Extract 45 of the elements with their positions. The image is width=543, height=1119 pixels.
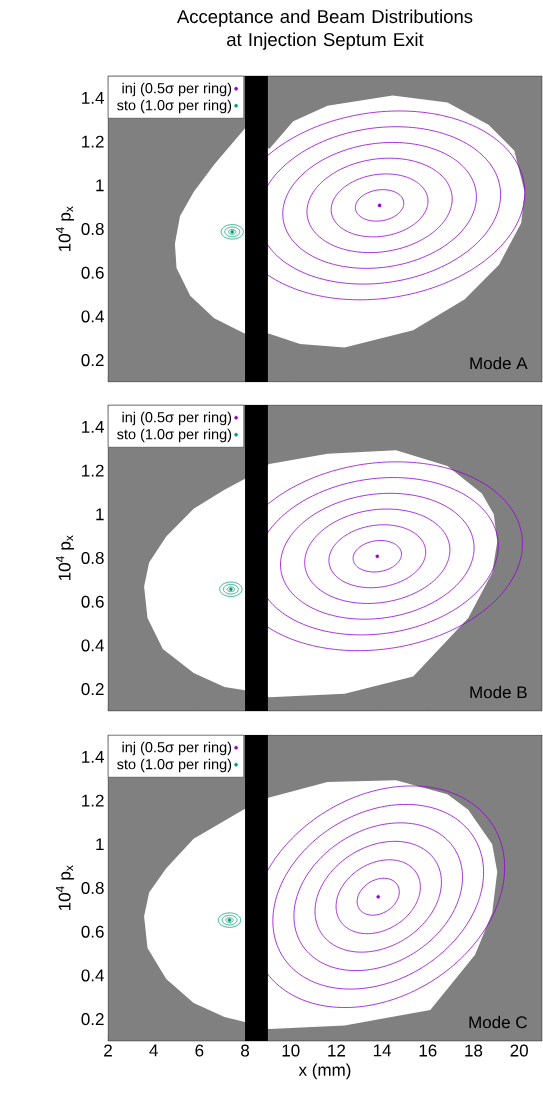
y-tick-label: 0.4: [81, 639, 104, 652]
y-axis-title: 10$^{4}$ p$_{x}$: [55, 865, 74, 911]
y-tick-label: 1: [96, 838, 104, 851]
x-tick-label: 8: [241, 1044, 250, 1057]
y-tick-label: 0.2: [81, 683, 104, 696]
x-tick-label: 12: [328, 1044, 346, 1057]
y-tick-label: 0.8: [81, 881, 104, 895]
legend-label: sto (1.0σ per ring): [117, 428, 232, 443]
legend-label: inj (0.5σ per ring): [122, 82, 232, 97]
y-tick-label: 0.6: [81, 595, 104, 608]
annotation: Mode B: [470, 685, 527, 699]
y-tick-label: 0.6: [81, 266, 104, 279]
y-tick-label: 0.8: [81, 222, 104, 236]
y-tick-label: 0.2: [81, 354, 104, 367]
y-tick-label: 1.4: [82, 751, 104, 763]
annotation: Mode A: [470, 356, 528, 370]
y-tick-label: 1.4: [82, 421, 104, 433]
y-axis-title: 10$^{4}$ p$_{x}$: [55, 206, 74, 252]
y-tick-label: 0.6: [81, 925, 104, 938]
x-tick-label: 18: [465, 1044, 483, 1057]
x-tick-label: 2: [104, 1044, 112, 1057]
y-tick-label: 1: [96, 508, 104, 521]
y-tick-label: 1.2: [82, 464, 104, 477]
y-tick-label: 1.2: [82, 794, 104, 807]
y-tick-label: 0.8: [81, 551, 104, 565]
y-tick-label: 1.4: [82, 92, 104, 104]
chart-title: Acceptance and Beam Distributions at Injection Septum Exit: [176, 9, 473, 50]
x-tick-label: 16: [419, 1044, 437, 1057]
y-tick-label: 0.2: [81, 1013, 104, 1026]
y-axis-title: 10$^{4}$ p$_{x}$: [55, 535, 74, 581]
x-tick-label: 6: [195, 1044, 204, 1057]
y-tick-label: 0.4: [81, 310, 104, 323]
legend-label: inj (0.5σ per ring): [122, 411, 232, 426]
y-tick-label: 0.4: [81, 969, 104, 982]
legend-label: sto (1.0σ per ring): [117, 758, 232, 773]
x-tick-label: 20: [510, 1044, 528, 1057]
y-tick-label: 1.2: [82, 135, 104, 148]
y-tick-label: 1: [96, 179, 104, 192]
x-tick-label: 4: [149, 1044, 158, 1057]
x-tick-label: 14: [373, 1044, 392, 1057]
legend-label: inj (0.5σ per ring): [122, 741, 232, 756]
x-tick-label: 10: [282, 1044, 300, 1057]
x-axis-title: x (mm): [298, 1063, 351, 1080]
legend-label: sto (1.0σ per ring): [117, 99, 232, 114]
annotation: Mode C: [469, 1015, 527, 1029]
